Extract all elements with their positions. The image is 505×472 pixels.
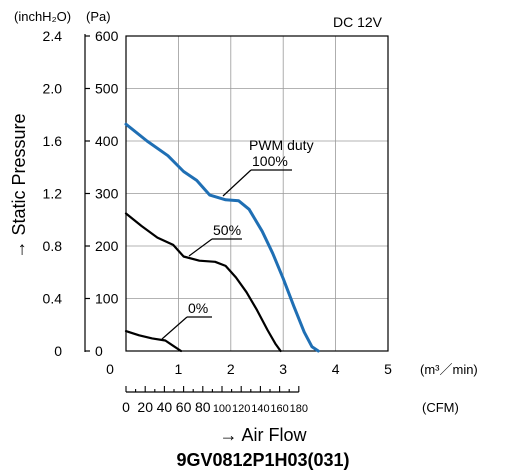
series-lines [124, 122, 320, 353]
leader-50 [188, 238, 213, 257]
voltage-annotation: DC 12V [333, 14, 383, 30]
x-axis: 0 1 2 3 4 5 [106, 361, 392, 377]
y-tick-label: 300 [95, 186, 119, 202]
cfm-tick-label: 100 [213, 403, 231, 415]
y2-tick-label: 2.0 [43, 81, 63, 97]
series-line-1 [124, 212, 282, 353]
gridlines [126, 36, 388, 351]
y2-tick-label: 0 [54, 343, 62, 359]
x-tick-label: 5 [384, 361, 392, 377]
series-label-0: 0% [188, 300, 208, 316]
plot-frame [125, 35, 389, 352]
y-tick-label: 400 [95, 133, 119, 149]
y-axis: 0 0 100 0.4 200 0.8 300 1.2 400 1.6 500 2.0 600 2.4 [43, 28, 119, 359]
cfm-tick-label: 120 [232, 403, 250, 415]
cfm-tick-label: 80 [195, 399, 211, 415]
leader-0 [161, 316, 188, 340]
y-tick-label: 0 [95, 343, 103, 359]
cfm-tick-label: 160 [270, 403, 288, 415]
cfm-tick-label: 180 [290, 403, 308, 415]
cfm-tick-label: 20 [137, 399, 153, 415]
series-label-100: 100% [252, 153, 288, 169]
x-tick-label: 0 [106, 361, 114, 377]
y-tick-label: 600 [95, 28, 119, 44]
x-tick-label: 3 [279, 361, 287, 377]
x-tick-label: 1 [175, 361, 183, 377]
y2-tick-label: 1.2 [43, 186, 63, 202]
cfm-tick-label: 40 [157, 399, 173, 415]
y-axis-title: → Static Pressure [9, 113, 29, 258]
cfm-tick-label: 60 [176, 399, 192, 415]
y2-tick-label: 0.8 [43, 238, 63, 254]
cfm-tick-label: 140 [251, 403, 269, 415]
cfm-axis: 0 20 40 60 80 100 120 140 160 180 [122, 386, 308, 415]
y-tick-label: 200 [95, 238, 119, 254]
y2-unit-label: (inchH₂O) [14, 9, 71, 24]
series-line-2 [124, 330, 183, 353]
cfm-unit-label: (CFM) [422, 400, 459, 415]
leader-100 [222, 169, 252, 197]
chart-title: 9GV0812P1H03(031) [176, 450, 349, 470]
series-label-50: 50% [213, 222, 241, 238]
x-axis-title: → Air Flow [219, 425, 307, 445]
y-unit-label: (Pa) [86, 9, 111, 24]
y2-tick-label: 0.4 [43, 291, 63, 307]
cfm-tick-label: 0 [122, 399, 130, 415]
label-leaders [161, 169, 292, 340]
x-tick-label: 2 [227, 361, 235, 377]
y2-tick-label: 2.4 [43, 28, 63, 44]
y-tick-label: 500 [95, 81, 119, 97]
legend-title: PWM duty [249, 137, 314, 153]
y2-tick-label: 1.6 [43, 133, 63, 149]
y-tick-label: 100 [95, 291, 119, 307]
x-tick-label: 4 [332, 361, 340, 377]
series-line-0 [124, 122, 320, 353]
x-unit-label: (m³／min) [420, 362, 478, 377]
